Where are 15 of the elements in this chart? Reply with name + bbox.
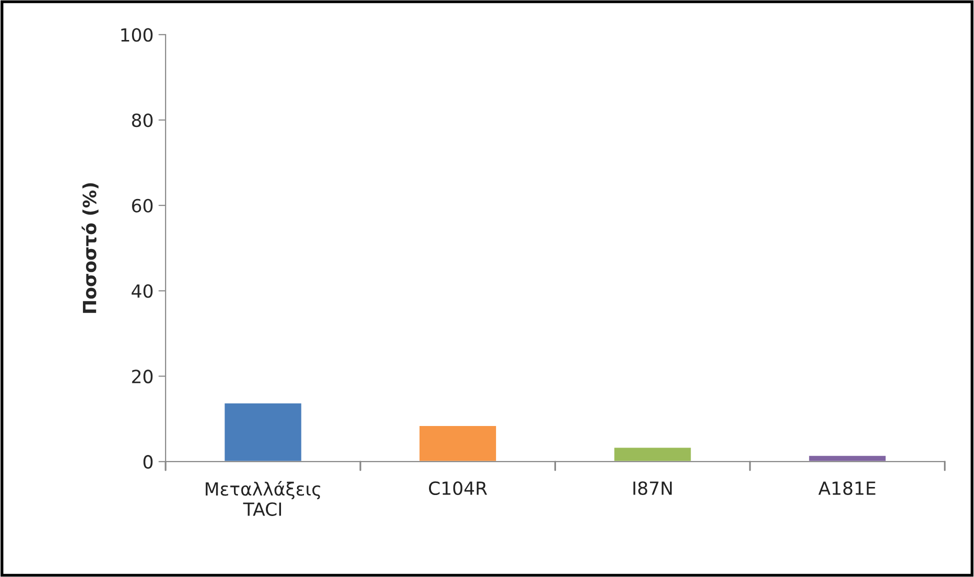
x-tick-label: Μεταλλάξεις TACI [206, 481, 320, 516]
x-tick-label: I87N [633, 481, 672, 496]
y-tick-label: 0 [143, 455, 153, 469]
y-tick-label: 60 [132, 198, 153, 213]
bar [612, 446, 692, 462]
x-tick-label: C104R [428, 481, 488, 496]
y-tick-label: 80 [132, 113, 153, 128]
y-tick-label: 100 [121, 28, 153, 42]
bar [418, 424, 498, 462]
x-tick-label: A181E [818, 481, 876, 496]
y-tick-label: 20 [132, 370, 153, 384]
y-tick-label: 40 [132, 284, 153, 298]
bar [223, 402, 303, 462]
y-axis-title: Ποσοστό (%) [82, 183, 98, 313]
bar [808, 454, 888, 462]
